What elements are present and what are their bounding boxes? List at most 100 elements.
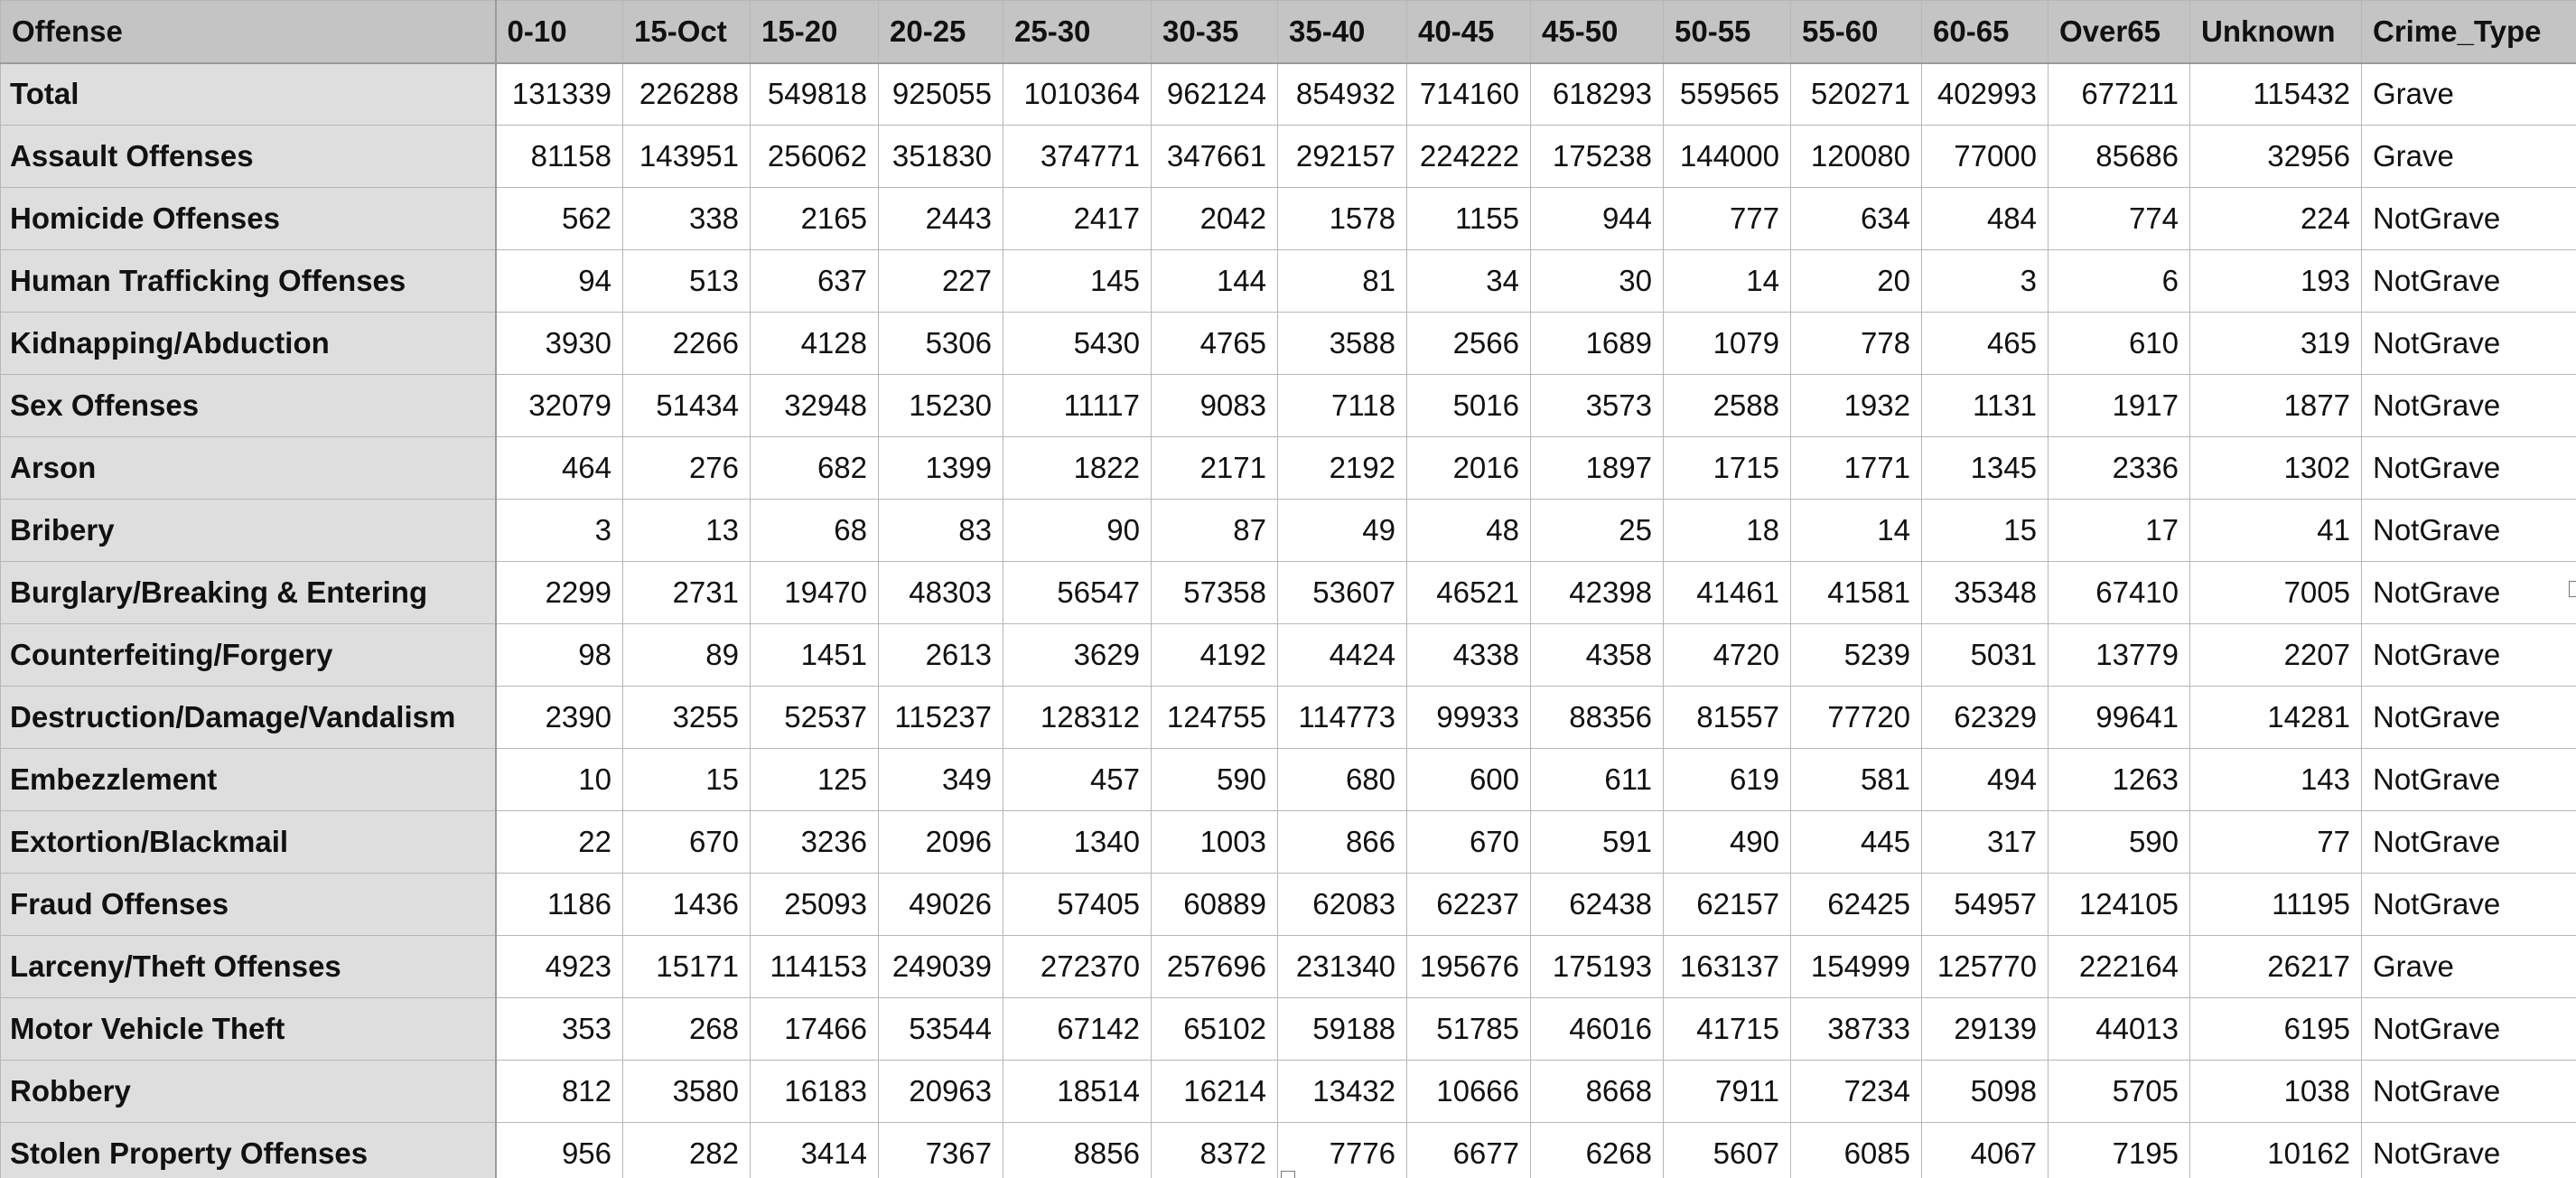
value-cell[interactable]: 4067 — [1921, 1122, 2049, 1178]
value-cell[interactable]: 15 — [622, 748, 751, 811]
value-cell[interactable]: 1451 — [750, 623, 879, 687]
value-cell[interactable]: 1131 — [1921, 374, 2049, 437]
value-cell[interactable]: 145 — [1003, 249, 1152, 313]
value-cell[interactable]: 114153 — [750, 935, 879, 998]
value-cell[interactable]: 292157 — [1277, 125, 1407, 188]
value-cell[interactable]: 268 — [622, 997, 751, 1061]
crime-type-cell[interactable]: NotGrave — [2361, 1060, 2576, 1123]
value-cell[interactable]: 6085 — [1790, 1122, 1922, 1178]
value-cell[interactable]: 57405 — [1003, 873, 1152, 936]
value-cell[interactable]: 7005 — [2189, 561, 2362, 624]
value-cell[interactable]: 8856 — [1003, 1122, 1152, 1178]
value-cell[interactable]: 618293 — [1530, 62, 1664, 126]
value-cell[interactable]: 10666 — [1406, 1060, 1531, 1123]
value-cell[interactable]: 4128 — [750, 312, 879, 375]
value-cell[interactable]: 128312 — [1003, 686, 1152, 749]
value-cell[interactable]: 374771 — [1003, 125, 1152, 188]
row-label-cell[interactable]: Burglary/Breaking & Entering — [0, 561, 497, 624]
row-label-cell[interactable]: Motor Vehicle Theft — [0, 997, 497, 1061]
value-cell[interactable]: 115432 — [2189, 62, 2362, 126]
value-cell[interactable]: 3588 — [1277, 312, 1407, 375]
value-cell[interactable]: 38733 — [1790, 997, 1922, 1061]
value-cell[interactable]: 774 — [2048, 187, 2190, 250]
value-cell[interactable]: 18 — [1663, 499, 1791, 562]
crime-type-cell[interactable]: NotGrave — [2361, 623, 2576, 687]
crime-type-cell[interactable]: NotGrave — [2361, 187, 2576, 250]
value-cell[interactable]: 3 — [495, 499, 623, 562]
value-cell[interactable]: 6677 — [1406, 1122, 1531, 1178]
value-cell[interactable]: 62329 — [1921, 686, 2049, 749]
value-cell[interactable]: 465 — [1921, 312, 2049, 375]
column-header[interactable]: Over65 — [2048, 0, 2190, 64]
value-cell[interactable]: 7776 — [1277, 1122, 1407, 1178]
column-header[interactable]: 15-Oct — [622, 0, 751, 64]
value-cell[interactable]: 347661 — [1151, 125, 1278, 188]
row-label-cell[interactable]: Stolen Property Offenses — [0, 1122, 497, 1178]
value-cell[interactable]: 41461 — [1663, 561, 1791, 624]
value-cell[interactable]: 1822 — [1003, 436, 1152, 500]
value-cell[interactable]: 2042 — [1151, 187, 1278, 250]
value-cell[interactable]: 637 — [750, 249, 879, 313]
value-cell[interactable]: 60889 — [1151, 873, 1278, 936]
value-cell[interactable]: 7234 — [1790, 1060, 1922, 1123]
value-cell[interactable]: 62237 — [1406, 873, 1531, 936]
value-cell[interactable]: 226288 — [622, 62, 751, 126]
value-cell[interactable]: 3930 — [495, 312, 623, 375]
value-cell[interactable]: 591 — [1530, 810, 1664, 874]
crime-type-cell[interactable]: NotGrave — [2361, 873, 2576, 936]
value-cell[interactable]: 224222 — [1406, 125, 1531, 188]
value-cell[interactable]: 67142 — [1003, 997, 1152, 1061]
value-cell[interactable]: 956 — [495, 1122, 623, 1178]
value-cell[interactable]: 4923 — [495, 935, 623, 998]
value-cell[interactable]: 464 — [495, 436, 623, 500]
value-cell[interactable]: 44013 — [2048, 997, 2190, 1061]
column-header[interactable]: Unknown — [2189, 0, 2362, 64]
value-cell[interactable]: 4720 — [1663, 623, 1791, 687]
value-cell[interactable]: 20 — [1790, 249, 1922, 313]
value-cell[interactable]: 513 — [622, 249, 751, 313]
value-cell[interactable]: 714160 — [1406, 62, 1531, 126]
value-cell[interactable]: 402993 — [1921, 62, 2049, 126]
row-label-cell[interactable]: Total — [0, 62, 497, 126]
column-header[interactable]: 60-65 — [1921, 0, 2049, 64]
value-cell[interactable]: 94 — [495, 249, 623, 313]
value-cell[interactable]: 193 — [2189, 249, 2362, 313]
value-cell[interactable]: 611 — [1530, 748, 1664, 811]
value-cell[interactable]: 124105 — [2048, 873, 2190, 936]
value-cell[interactable]: 154999 — [1790, 935, 1922, 998]
value-cell[interactable]: 41581 — [1790, 561, 1922, 624]
value-cell[interactable]: 25093 — [750, 873, 879, 936]
row-label-cell[interactable]: Destruction/Damage/Vandalism — [0, 686, 497, 749]
value-cell[interactable]: 1399 — [878, 436, 1003, 500]
value-cell[interactable]: 8668 — [1530, 1060, 1664, 1123]
value-cell[interactable]: 2016 — [1406, 436, 1531, 500]
value-cell[interactable]: 3 — [1921, 249, 2049, 313]
value-cell[interactable]: 866 — [1277, 810, 1407, 874]
value-cell[interactable]: 26217 — [2189, 935, 2362, 998]
value-cell[interactable]: 5239 — [1790, 623, 1922, 687]
value-cell[interactable]: 5607 — [1663, 1122, 1791, 1178]
value-cell[interactable]: 83 — [878, 499, 1003, 562]
value-cell[interactable]: 125770 — [1921, 935, 2049, 998]
value-cell[interactable]: 1715 — [1663, 436, 1791, 500]
value-cell[interactable]: 634 — [1790, 187, 1922, 250]
column-header[interactable]: 15-20 — [750, 0, 879, 64]
value-cell[interactable]: 854932 — [1277, 62, 1407, 126]
value-cell[interactable]: 1877 — [2189, 374, 2362, 437]
value-cell[interactable]: 682 — [750, 436, 879, 500]
value-cell[interactable]: 1689 — [1530, 312, 1664, 375]
value-cell[interactable]: 520271 — [1790, 62, 1922, 126]
value-cell[interactable]: 175193 — [1530, 935, 1664, 998]
value-cell[interactable]: 52537 — [750, 686, 879, 749]
value-cell[interactable]: 1932 — [1790, 374, 1922, 437]
crime-type-cell[interactable]: NotGrave — [2361, 499, 2576, 562]
value-cell[interactable]: 11195 — [2189, 873, 2362, 936]
crime-type-cell[interactable]: NotGrave — [2361, 561, 2576, 624]
value-cell[interactable]: 7118 — [1277, 374, 1407, 437]
value-cell[interactable]: 143 — [2189, 748, 2362, 811]
value-cell[interactable]: 13779 — [2048, 623, 2190, 687]
value-cell[interactable]: 2207 — [2189, 623, 2362, 687]
value-cell[interactable]: 98 — [495, 623, 623, 687]
value-cell[interactable]: 4765 — [1151, 312, 1278, 375]
value-cell[interactable]: 125 — [750, 748, 879, 811]
